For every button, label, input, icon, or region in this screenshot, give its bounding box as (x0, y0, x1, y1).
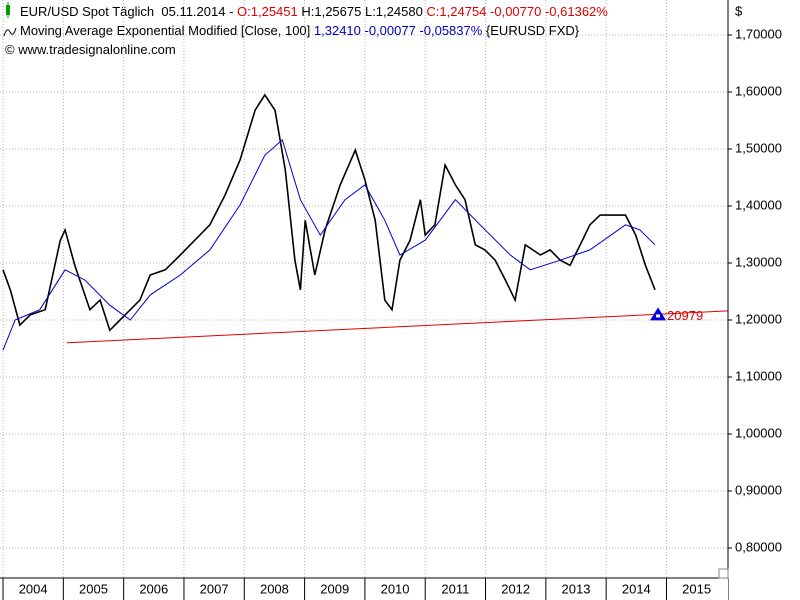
y-tick-label: 1,00000 (735, 425, 782, 440)
annotation-label: 20979 (667, 308, 703, 323)
series-line (2, 139, 656, 351)
y-tick-label: 1,50000 (735, 140, 782, 155)
plot: 20979 (2, 93, 729, 351)
header-line: © www.tradesignalonline.com (5, 42, 176, 57)
x-tick-label: 2013 (562, 581, 591, 596)
x-tick-label: 2012 (501, 581, 530, 596)
header-line: Moving Average Exponential Modified [Clo… (20, 23, 580, 38)
header-segment: H:1,25675 L:1,24580 (298, 4, 427, 19)
annotation-marker (650, 307, 667, 321)
corner-box (718, 568, 729, 579)
series-line (66, 310, 729, 344)
y-tick-label: 1,60000 (735, 83, 782, 98)
header-segment: EUR/USD Spot Täglich 05.11.2014 - (20, 4, 237, 19)
grid (0, 0, 728, 578)
y-axis-label: $ (735, 3, 743, 18)
x-tick-label: 2009 (320, 581, 349, 596)
x-tick-label: 2011 (441, 581, 469, 596)
x-tick-label: 2008 (260, 581, 289, 596)
x-tick-label: 2014 (622, 581, 651, 596)
x-tick-label: 2010 (381, 581, 410, 596)
header-line: EUR/USD Spot Täglich 05.11.2014 - O:1,25… (20, 4, 608, 19)
header-segment: {EURUSD FXD} (482, 23, 579, 38)
header-segment: O:1,25451 (237, 4, 298, 19)
y-tick-label: 1,10000 (735, 368, 782, 383)
axes: 0,80000 0,90000 1,00000 1,10000 1,20000 1,300… (2, 26, 782, 600)
ma-icon (3, 27, 17, 37)
x-tick-label: 2006 (139, 581, 168, 596)
x-tick-label: 2004 (19, 581, 48, 596)
y-tick-label: 1,20000 (735, 311, 782, 326)
y-tick-label: 0,90000 (735, 482, 782, 497)
x-tick-label: 2007 (200, 581, 229, 596)
y-tick-label: 1,40000 (735, 197, 782, 212)
header-segment: C:1,24754 -0,00770 -0,61362% (426, 4, 608, 19)
series-line (2, 93, 656, 332)
x-tick-label: 2005 (79, 581, 108, 596)
x-tick-label: 2015 (682, 581, 711, 596)
header: EUR/USD Spot Täglich 05.11.2014 - O:1,25… (5, 4, 608, 57)
header-segment: Moving Average Exponential Modified [Clo… (20, 23, 314, 38)
y-tick-label: 1,30000 (735, 254, 782, 269)
header-segment: © www.tradesignalonline.com (5, 42, 176, 57)
y-tick-label: 1,70000 (735, 26, 782, 41)
y-tick-label: 0,80000 (735, 539, 782, 554)
x-axis-band (0, 579, 728, 600)
annotation-marker-inner (656, 314, 661, 318)
header-segment: 1,32410 -0,00077 -0,05837% (314, 23, 483, 38)
